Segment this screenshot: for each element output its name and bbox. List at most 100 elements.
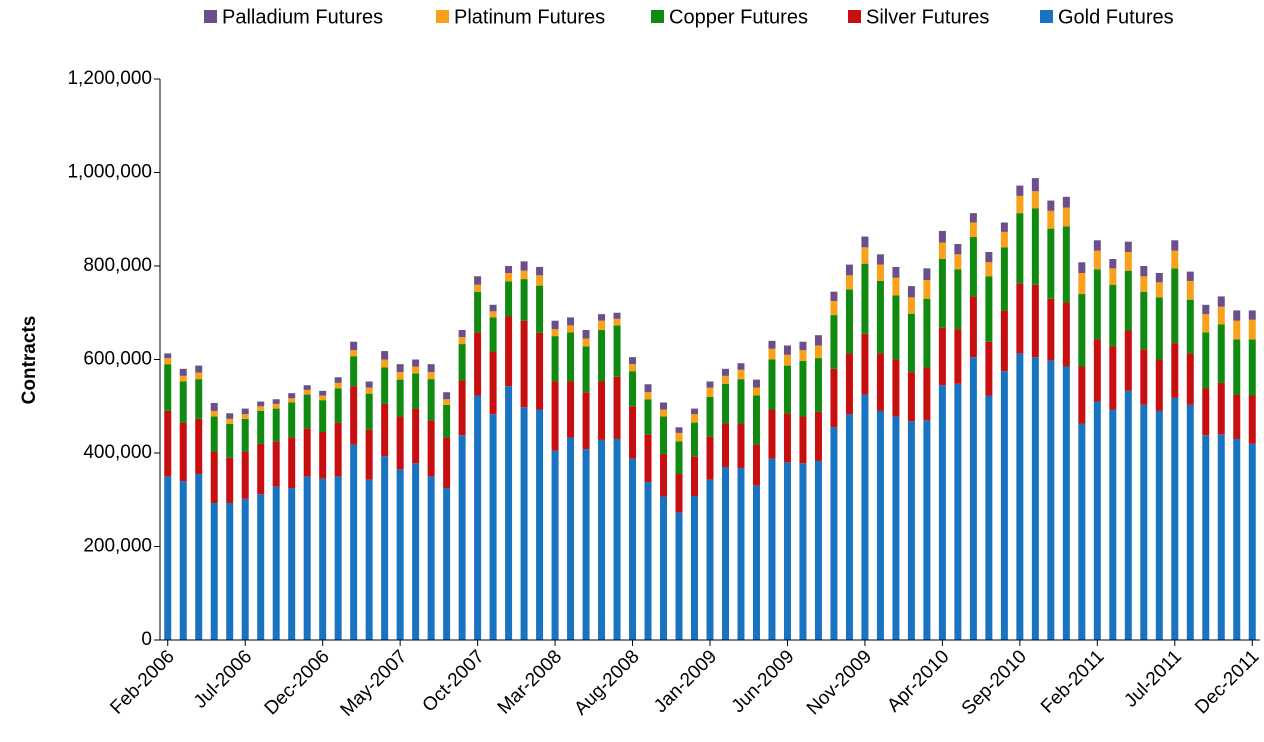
bar-segment bbox=[1140, 349, 1148, 405]
bar-segment bbox=[814, 335, 822, 346]
legend-label: Platinum Futures bbox=[454, 6, 605, 28]
bar-segment bbox=[536, 266, 544, 276]
bar-segment bbox=[257, 494, 265, 640]
bar-segment bbox=[1155, 297, 1163, 360]
bar-segment bbox=[691, 408, 699, 415]
bar-segment bbox=[303, 476, 311, 640]
bar-segment bbox=[675, 432, 683, 442]
bar-segment bbox=[520, 261, 528, 271]
legend-swatch bbox=[1040, 10, 1053, 23]
bar-segment bbox=[737, 467, 745, 640]
x-tick-label: Jan-2009 bbox=[650, 646, 721, 717]
bar-segment bbox=[845, 289, 853, 354]
bar-segment bbox=[272, 403, 280, 409]
bar-segment bbox=[1124, 330, 1132, 391]
bar-segment bbox=[164, 353, 172, 359]
bar-segment bbox=[551, 320, 559, 330]
x-tick-label: Dec-2011 bbox=[1191, 646, 1263, 718]
bar-segment bbox=[474, 291, 482, 333]
bar-segment bbox=[582, 392, 590, 450]
bar-segment bbox=[365, 393, 373, 430]
x-tick-label: Apr-2010 bbox=[883, 646, 953, 716]
bar-segment bbox=[474, 276, 482, 285]
bar-segment bbox=[752, 444, 760, 486]
bar-segment bbox=[179, 481, 187, 640]
bar-segment bbox=[536, 275, 544, 286]
bar-segment bbox=[1248, 319, 1256, 340]
bar-segment bbox=[319, 400, 327, 432]
bar-segment bbox=[427, 364, 435, 373]
bar-segment bbox=[350, 386, 358, 445]
bar-segment bbox=[241, 498, 249, 640]
bar-segment bbox=[288, 393, 296, 399]
bar-segment bbox=[721, 375, 729, 384]
bar-segment bbox=[1093, 240, 1101, 251]
bar-segment bbox=[164, 410, 172, 477]
bar-segment bbox=[1233, 310, 1241, 321]
bar-segment bbox=[1093, 250, 1101, 270]
bar-segment bbox=[892, 266, 900, 278]
bar-segment bbox=[1093, 339, 1101, 402]
bar-segment bbox=[365, 479, 373, 640]
bar-segment bbox=[660, 496, 668, 640]
bar-segment bbox=[1124, 390, 1132, 640]
bar-segment bbox=[1248, 339, 1256, 396]
bar-segment bbox=[567, 317, 575, 326]
bar-segment bbox=[1186, 404, 1194, 640]
bar-segment bbox=[721, 423, 729, 468]
bar-segment bbox=[1202, 435, 1210, 640]
bar-segment bbox=[907, 297, 915, 314]
bar-segment bbox=[675, 427, 683, 433]
bar-segment bbox=[752, 395, 760, 445]
bar-segment bbox=[1155, 410, 1163, 640]
bar-segment bbox=[644, 481, 652, 640]
bar-segment bbox=[195, 365, 203, 373]
bar-segment bbox=[551, 329, 559, 337]
bar-segment bbox=[303, 428, 311, 477]
bar-segment bbox=[969, 357, 977, 640]
bar-segment bbox=[845, 275, 853, 290]
bar-segment bbox=[505, 273, 513, 282]
y-tick-label: 400,000 bbox=[83, 442, 152, 463]
bar-segment bbox=[1000, 247, 1008, 311]
bar-segment bbox=[737, 379, 745, 424]
bar-segment bbox=[876, 264, 884, 281]
bar-segment bbox=[907, 313, 915, 373]
bar-segment bbox=[350, 444, 358, 640]
bar-segment bbox=[319, 478, 327, 640]
bar-segment bbox=[1093, 401, 1101, 640]
bar-segment bbox=[1248, 443, 1256, 640]
bar-segment bbox=[210, 416, 218, 452]
bar-segment bbox=[582, 346, 590, 393]
bar-segment bbox=[334, 377, 342, 383]
bar-segment bbox=[210, 503, 218, 640]
bar-segment bbox=[319, 395, 327, 401]
bar-segment bbox=[814, 460, 822, 640]
bar-segment bbox=[1031, 191, 1039, 209]
bar-segment bbox=[1217, 306, 1225, 325]
bar-segment bbox=[799, 360, 807, 417]
bar-segment bbox=[907, 372, 915, 422]
bar-segment bbox=[226, 503, 234, 640]
bar-segment bbox=[1171, 250, 1179, 269]
y-tick-label: 800,000 bbox=[83, 255, 152, 276]
bar-segment bbox=[381, 367, 389, 404]
bar-segment bbox=[1171, 397, 1179, 640]
bar-segment bbox=[892, 359, 900, 417]
bar-segment bbox=[1047, 228, 1055, 299]
bar-segment bbox=[675, 441, 683, 475]
bar-segment bbox=[644, 392, 652, 400]
bar-segment bbox=[489, 351, 497, 415]
bar-segment bbox=[1140, 291, 1148, 350]
bar-segment bbox=[923, 420, 931, 640]
bar-segment bbox=[938, 385, 946, 640]
bar-segment bbox=[458, 337, 466, 345]
bar-segment bbox=[1031, 178, 1039, 192]
bar-segment bbox=[613, 325, 621, 377]
bar-segment bbox=[691, 496, 699, 640]
bar-segment bbox=[1124, 241, 1132, 252]
bar-segment bbox=[427, 372, 435, 380]
bar-segment bbox=[1186, 280, 1194, 300]
bar-segment bbox=[907, 421, 915, 640]
bar-segment bbox=[210, 402, 218, 411]
